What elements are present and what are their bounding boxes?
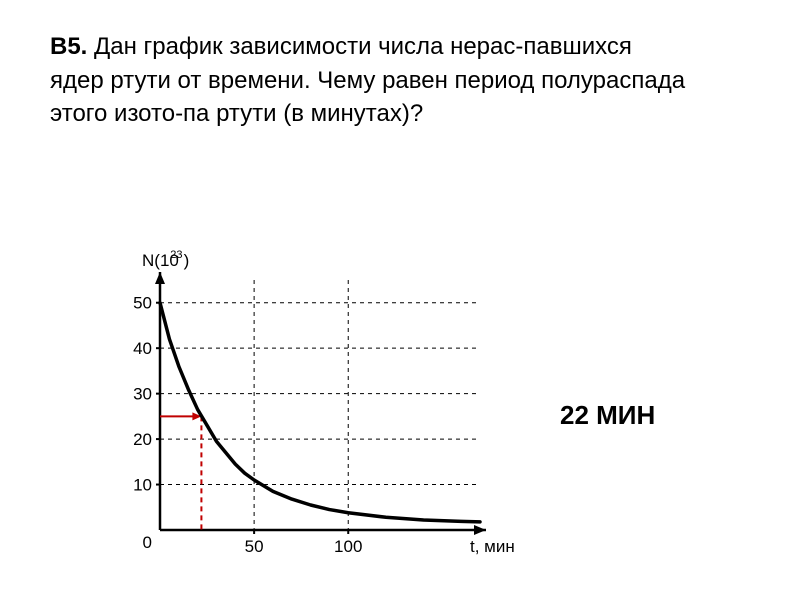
- decay-chart: 10 20 30 40 50 50 100 0 N(10 )23 t, мин: [100, 250, 520, 570]
- svg-text:t, мин: t, мин: [470, 537, 515, 556]
- svg-text:50: 50: [133, 294, 152, 313]
- svg-text:100: 100: [334, 537, 362, 556]
- svg-text:N(10 )23: N(10 )23: [142, 250, 189, 270]
- svg-text:40: 40: [133, 339, 152, 358]
- svg-text:20: 20: [133, 430, 152, 449]
- svg-text:30: 30: [133, 385, 152, 404]
- svg-text:0: 0: [143, 533, 152, 552]
- question-prefix: В5.: [50, 33, 87, 60]
- question-text: В5. Дан график зависимости числа нерас-п…: [50, 30, 690, 131]
- svg-text:50: 50: [245, 537, 264, 556]
- answer-text: 22 МИН: [560, 400, 655, 431]
- svg-text:10: 10: [133, 476, 152, 495]
- chart-svg: 10 20 30 40 50 50 100 0 N(10 )23 t, мин: [100, 250, 520, 570]
- question-body: Дан график зависимости числа нерас-павши…: [50, 33, 685, 127]
